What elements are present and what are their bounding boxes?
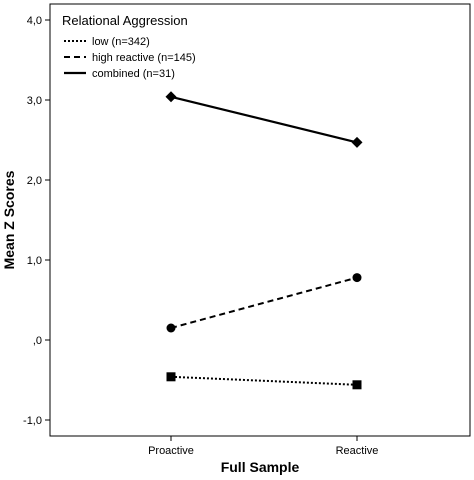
data-point-diamond bbox=[165, 91, 177, 103]
y-axis-title: Mean Z Scores bbox=[1, 170, 17, 269]
data-point-diamond bbox=[351, 136, 363, 148]
y-tick-label: ,0 bbox=[33, 335, 42, 347]
legend: Relational Aggression low (n=342) high re… bbox=[62, 13, 196, 80]
legend-title: Relational Aggression bbox=[62, 13, 188, 28]
y-tick-label: -1,0 bbox=[23, 415, 42, 427]
y-tick-label: 1,0 bbox=[27, 255, 42, 267]
data-point-square bbox=[352, 380, 362, 390]
y-axis: -1,0 ,0 1,0 2,0 3,0 4,0 bbox=[23, 15, 50, 427]
legend-label-0: low (n=342) bbox=[92, 36, 150, 48]
y-tick-label: 3,0 bbox=[27, 95, 42, 107]
plot-frame bbox=[49, 3, 471, 437]
data-point-circle bbox=[166, 323, 176, 333]
x-axis: Proactive Reactive bbox=[148, 436, 378, 457]
data-point-square bbox=[166, 372, 176, 382]
x-tick-label: Reactive bbox=[336, 445, 379, 457]
series-layer bbox=[165, 91, 363, 390]
x-tick-label: Proactive bbox=[148, 445, 194, 457]
y-tick-label: 2,0 bbox=[27, 175, 42, 187]
series-line-0 bbox=[170, 375, 358, 386]
data-point-circle bbox=[352, 273, 362, 283]
legend-label-1: high reactive (n=145) bbox=[92, 52, 196, 64]
x-axis-title: Full Sample bbox=[221, 459, 300, 475]
legend-label-2: combined (n=31) bbox=[92, 68, 175, 80]
y-tick-label: 4,0 bbox=[27, 15, 42, 27]
series-line-2 bbox=[170, 95, 358, 144]
series-line-1 bbox=[170, 276, 358, 329]
